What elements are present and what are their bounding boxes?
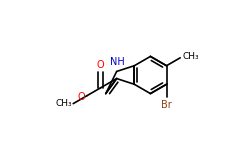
Text: O: O [78,92,85,102]
Text: O: O [97,60,104,70]
Text: NH: NH [110,57,125,67]
Text: CH₃: CH₃ [56,99,72,108]
Text: CH₃: CH₃ [182,52,199,61]
Text: Br: Br [161,100,172,110]
